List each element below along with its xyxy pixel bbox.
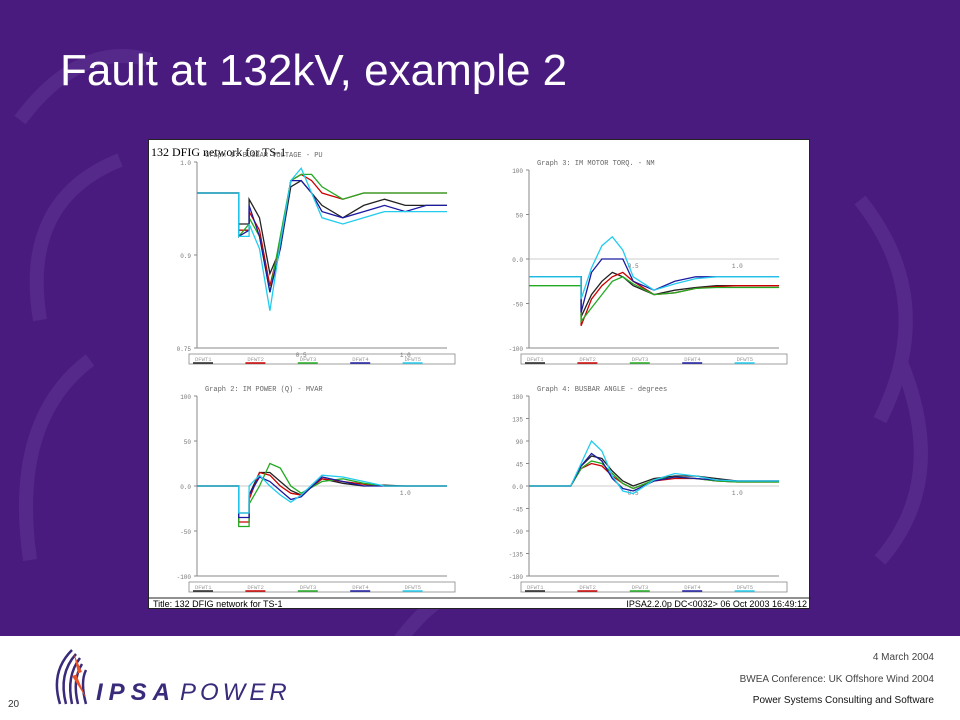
series-line-2 — [529, 462, 779, 490]
legend-label: DFWT2 — [247, 584, 264, 591]
series-line-5 — [197, 474, 447, 514]
slide-number: 20 — [8, 699, 20, 710]
figure-footer-title: Title: 132 DFIG network for TS-1 — [153, 599, 283, 609]
graph-title-3: Graph 2: IM POWER (Q) - MVAR — [205, 386, 323, 394]
y-tick-label: -100 — [509, 346, 524, 353]
legend-label: DFWT3 — [632, 356, 649, 363]
legend-label: DFWT1 — [195, 356, 212, 363]
y-tick-label: -90 — [512, 529, 523, 536]
y-tick-label: -50 — [512, 302, 523, 309]
svg-text:IPSA: IPSA — [96, 679, 176, 706]
graph-title-1: Graph 1: BUSBAR VOLTAGE - PU — [205, 152, 323, 160]
footer-conference: BWEA Conference: UK Offshore Wind 2004 — [739, 674, 934, 685]
series-line-2 — [529, 271, 779, 327]
y-tick-label: 50 — [184, 439, 192, 446]
svg-text:POWER: POWER — [180, 679, 290, 706]
ipsa-power-logo: IPSA POWER — [50, 642, 290, 717]
y-tick-label: -45 — [512, 507, 523, 514]
legend-box — [520, 581, 788, 593]
y-tick-label: 0.9 — [180, 253, 191, 260]
x-tick-label: 1.0 — [400, 490, 411, 497]
series-line-1 — [197, 179, 447, 276]
series-line-3 — [529, 460, 779, 490]
y-tick-label: 90 — [516, 439, 524, 446]
y-tick-label: 45 — [516, 462, 524, 469]
y-tick-label: 100 — [512, 168, 523, 175]
y-tick-label: 0.75 — [177, 346, 192, 353]
legend-label: DFWT1 — [527, 584, 544, 591]
footer-date: 4 March 2004 — [872, 652, 934, 663]
legend-label: DFWT5 — [737, 356, 754, 363]
logo-icon: IPSA POWER — [55, 649, 290, 706]
y-tick-label: 0.0 — [180, 484, 191, 491]
legend-label: DFWT1 — [527, 356, 544, 363]
y-tick-label: 135 — [512, 417, 523, 424]
figure-footer-info: IPSA2.2.0p DC<0032> 06 Oct 2003 16:49:12 — [626, 599, 807, 609]
legend-label: DFWT5 — [405, 356, 422, 363]
series-line-2 — [197, 471, 447, 523]
y-tick-label: 100 — [180, 394, 191, 401]
plot-canvas: 132 DFIG network for TS-1 Title: 132 DFI… — [149, 145, 811, 609]
graph-title-4: Graph 4: BUSBAR ANGLE - degrees — [537, 386, 667, 394]
x-tick-label: 1.0 — [732, 263, 743, 270]
x-tick-label: 1.0 — [732, 490, 743, 497]
slide-footer — [0, 636, 960, 720]
y-tick-label: 0.0 — [512, 257, 523, 264]
ipsa-plot-figure: 132 DFIG network for TS-1 Title: 132 DFI… — [148, 139, 811, 609]
legend-label: DFWT4 — [352, 356, 369, 363]
y-tick-label: -180 — [509, 574, 524, 581]
legend-label: DFWT2 — [579, 584, 596, 591]
legend-label: DFWT4 — [684, 356, 701, 363]
series-line-5 — [197, 166, 447, 311]
footer-company: Power Systems Consulting and Software — [752, 695, 934, 706]
legend-label: DFWT4 — [684, 584, 701, 591]
legend-label: DFWT3 — [300, 584, 317, 591]
series-line-2 — [197, 173, 447, 287]
x-tick-label: 0.5 — [628, 263, 639, 270]
slide-title: Fault at 132kV, example 2 — [60, 46, 568, 95]
y-tick-label: 0.0 — [512, 484, 523, 491]
legend-label: DFWT3 — [300, 356, 317, 363]
graph-title-2: Graph 3: IM MOTOR TORQ. - NM — [537, 160, 655, 168]
legend-label: DFWT5 — [737, 584, 754, 591]
legend-box — [520, 353, 788, 365]
x-tick-label: 1.0 — [400, 352, 411, 359]
series-line-5 — [529, 235, 779, 300]
y-tick-label: -50 — [180, 529, 191, 536]
figure-header-title: 132 DFIG network for TS-1 — [151, 145, 286, 159]
series-line-3 — [197, 462, 447, 528]
series-line-5 — [529, 439, 779, 495]
legend-box — [188, 353, 456, 365]
y-tick-label: -135 — [509, 552, 524, 559]
y-tick-label: 1.0 — [180, 160, 191, 167]
legend-box — [188, 581, 456, 593]
legend-label: DFWT5 — [405, 584, 422, 591]
legend-label: DFWT4 — [352, 584, 369, 591]
legend-label: DFWT2 — [579, 356, 596, 363]
legend-label: DFWT3 — [632, 584, 649, 591]
series-line-4 — [197, 476, 447, 519]
y-tick-label: 50 — [516, 213, 524, 220]
y-tick-label: 180 — [512, 394, 523, 401]
legend-label: DFWT1 — [195, 584, 212, 591]
x-tick-label: 0.5 — [296, 352, 307, 359]
y-tick-label: -100 — [177, 574, 192, 581]
legend-label: DFWT2 — [247, 356, 264, 363]
series-line-4 — [197, 179, 447, 293]
series-line-3 — [529, 276, 779, 324]
